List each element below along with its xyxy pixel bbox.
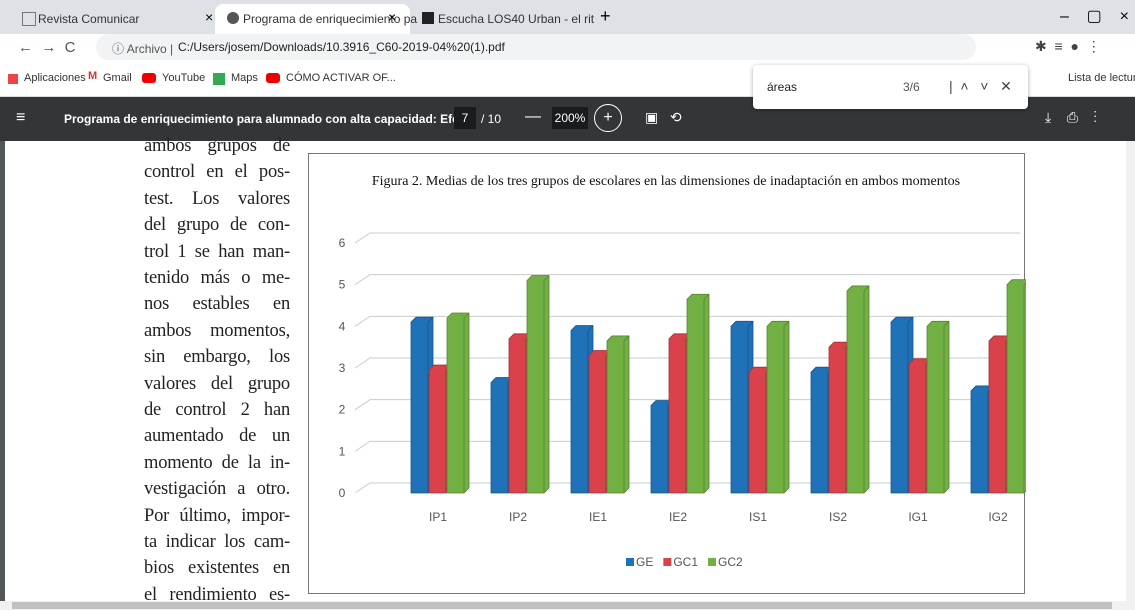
new-tab[interactable]: + xyxy=(600,6,611,27)
text-line: de control 2 han xyxy=(144,400,290,421)
x-tick-label: IS2 xyxy=(829,510,847,524)
close-tab[interactable]: × xyxy=(205,9,213,25)
find-count: 3/6 xyxy=(903,80,920,94)
bar xyxy=(847,286,869,493)
y-tick-label: 3 xyxy=(339,361,346,375)
chart: Figura 2. Medias de los tres grupos de e… xyxy=(308,153,1026,595)
text-line: aumentado de un xyxy=(144,426,290,447)
y-tick-label: 6 xyxy=(339,236,346,250)
tab[interactable]: Programa de enriquecimiento pa xyxy=(215,4,410,34)
text-line: valores del grupo xyxy=(144,374,290,395)
text-line: trol 1 se han man- xyxy=(144,242,290,263)
tab-icon xyxy=(227,12,239,24)
tab-icon xyxy=(22,12,36,26)
legend-label: GC1 xyxy=(673,555,698,569)
gmail-icon: M xyxy=(88,70,97,82)
bar xyxy=(1007,280,1026,493)
y-tick-label: 2 xyxy=(339,403,346,417)
find-query[interactable]: áreas xyxy=(767,80,797,94)
bookmark[interactable]: Gmail xyxy=(103,72,132,84)
text-line: ambos momentos, xyxy=(144,321,290,342)
y-tick-label: 1 xyxy=(339,444,346,458)
scroll-thumb[interactable] xyxy=(12,602,1112,609)
bar xyxy=(767,321,789,493)
x-tick-label: IE1 xyxy=(589,510,607,524)
window-controls[interactable]: – ▢ × xyxy=(1060,6,1129,26)
y-tick-label: 0 xyxy=(339,486,346,500)
page: Revista Comunicar Programa de enriquecim… xyxy=(0,0,1135,610)
bar xyxy=(607,336,629,493)
text-line: nos estables en xyxy=(144,294,290,315)
maps-icon xyxy=(213,73,225,85)
text-line: ambos grupos de xyxy=(144,136,290,157)
text-line: ta indicar los cam- xyxy=(144,532,290,553)
zoom-in[interactable]: + xyxy=(594,104,622,132)
bookmark[interactable]: CÓMO ACTIVAR OF... xyxy=(286,72,396,84)
x-tick-label: IG1 xyxy=(908,510,928,524)
x-tick-label: IP2 xyxy=(509,510,527,524)
zoom-out[interactable]: — xyxy=(525,108,541,126)
extensions[interactable]: ✱ ≡ ● ⋮ xyxy=(1035,38,1101,55)
x-tick-label: IS1 xyxy=(749,510,767,524)
legend-swatch xyxy=(663,558,671,566)
bookmark[interactable]: Maps xyxy=(231,72,258,84)
bar xyxy=(927,321,949,493)
pdf-title: Programa de enriquecimiento para alumnad… xyxy=(64,112,475,126)
text-line: del grupo de con- xyxy=(144,215,290,236)
close-tab[interactable]: × xyxy=(388,9,396,25)
bookmark[interactable]: Aplicaciones xyxy=(24,72,86,84)
page-total: / 10 xyxy=(481,112,501,126)
find-buttons[interactable]: | ˄ ˅ ✕ xyxy=(949,78,1012,95)
x-tick-label: IG2 xyxy=(988,510,1008,524)
legend-swatch xyxy=(626,558,634,566)
chart-title: Figura 2. Medias de los tres grupos de e… xyxy=(372,174,960,189)
text-line: tenido más o me- xyxy=(144,268,290,289)
bar xyxy=(447,313,469,493)
toolbar: ← → C ⓘ Archivo | C:/Users/josem/Downloa… xyxy=(0,34,1135,62)
text-line: bios existentes en xyxy=(144,558,290,579)
bookmark[interactable]: YouTube xyxy=(162,72,205,84)
pdf-actions[interactable]: ⤓ ⎙ ⋮ xyxy=(1045,109,1097,126)
fit-buttons[interactable]: ▣ ⟲ xyxy=(645,109,682,126)
nav-buttons[interactable]: ← → C xyxy=(18,39,76,56)
url: C:/Users/josem/Downloads/10.3916_C60-201… xyxy=(178,40,505,54)
h-scrollbar[interactable] xyxy=(0,601,1135,610)
address-label: ⓘ Archivo | xyxy=(112,40,173,57)
apps-icon xyxy=(8,74,18,84)
reading-list[interactable]: Lista de lectura xyxy=(1068,72,1135,84)
text-line: sin embargo, los xyxy=(144,347,290,368)
scrollbar[interactable] xyxy=(1126,141,1135,601)
viewer-edge xyxy=(0,141,5,601)
page-input[interactable]: 7 xyxy=(454,107,476,129)
find-bar: áreas 3/6 | ˄ ˅ ✕ xyxy=(753,65,1028,109)
bar xyxy=(687,294,709,493)
legend-label: GC2 xyxy=(718,555,743,569)
x-tick-label: IE2 xyxy=(669,510,687,524)
text-line: Por último, impor- xyxy=(144,506,290,527)
youtube-icon xyxy=(266,73,280,83)
tab[interactable]: Revista Comunicar xyxy=(10,4,210,34)
y-tick-label: 5 xyxy=(339,278,346,292)
legend-label: GE xyxy=(636,555,653,569)
bar xyxy=(527,276,549,494)
address-label-text: Archivo xyxy=(127,42,167,56)
text-line: momento de la in- xyxy=(144,453,290,474)
legend-swatch xyxy=(708,558,716,566)
tab-strip: Revista Comunicar Programa de enriquecim… xyxy=(0,0,1135,34)
text-line: control en el pos- xyxy=(144,162,290,183)
menu-button[interactable]: ≡ xyxy=(16,109,25,127)
youtube-icon xyxy=(142,73,156,83)
y-tick-label: 4 xyxy=(339,319,346,333)
text-line: vestigación a otro. xyxy=(144,479,290,500)
zoom-input[interactable]: 200% xyxy=(552,107,588,129)
tab-icon xyxy=(422,12,434,24)
x-tick-label: IP1 xyxy=(429,510,447,524)
tab[interactable]: Escucha LOS40 Urban - el rit xyxy=(410,4,610,34)
text-line: test. Los valores xyxy=(144,189,290,210)
